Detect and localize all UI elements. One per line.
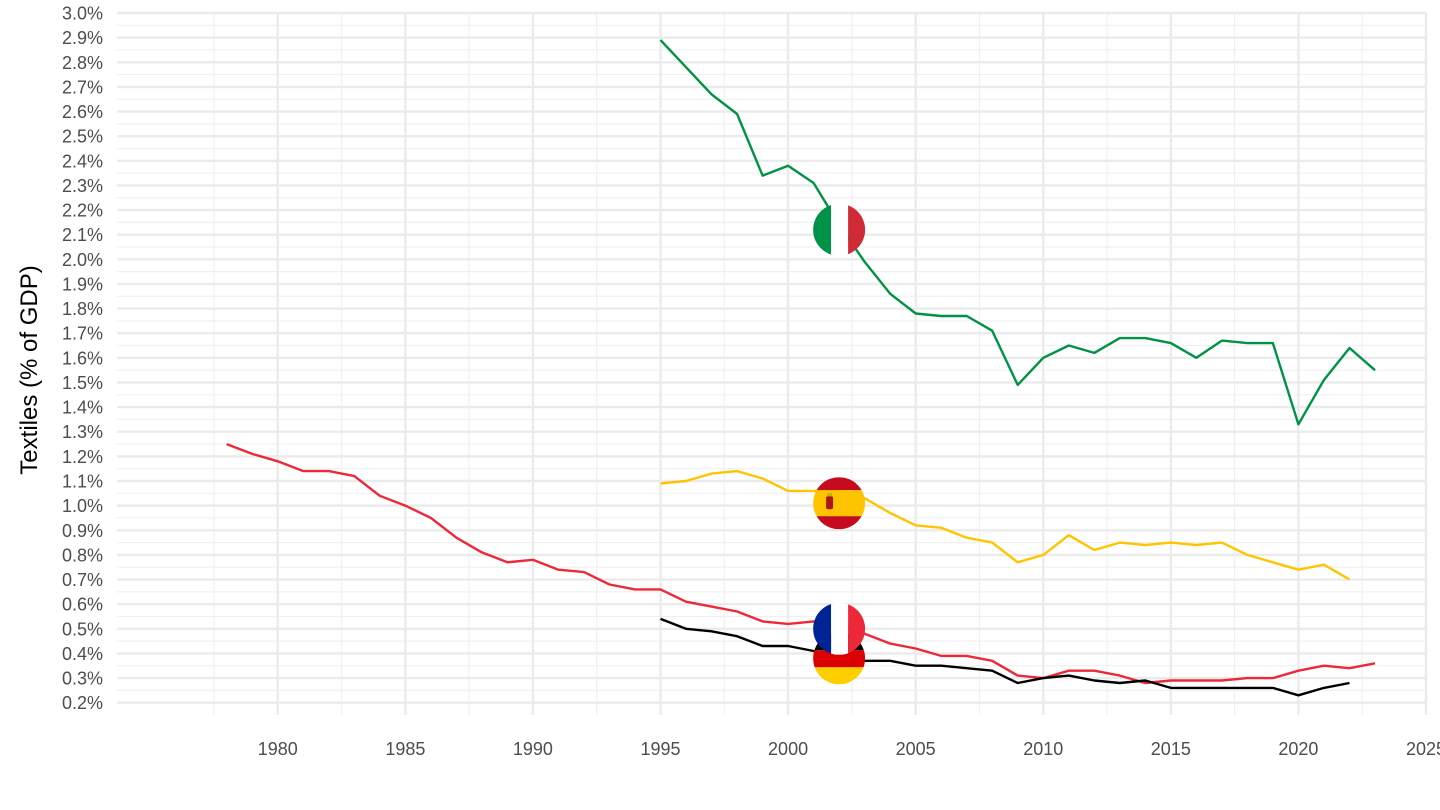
series-line-italy: [659, 39, 1376, 426]
y-tick-label: 2.3%: [62, 176, 103, 196]
y-tick-label: 1.8%: [62, 299, 103, 319]
x-tick-label: 1995: [640, 739, 680, 759]
series-lines: [226, 39, 1376, 697]
minor-gridlines: [117, 13, 1426, 715]
x-tick-label: 2020: [1278, 739, 1318, 759]
series-flags: [813, 203, 866, 685]
y-tick-label: 2.9%: [62, 28, 103, 48]
x-tick-label: 2000: [768, 739, 808, 759]
x-tick-label: 2010: [1023, 739, 1063, 759]
series-line-spain: [660, 469, 1351, 581]
series-line-germany: [660, 617, 1350, 697]
y-tick-label: 0.5%: [62, 619, 103, 639]
y-tick-label: 0.4%: [62, 644, 103, 664]
y-tick-label: 3.0%: [62, 4, 103, 24]
x-tick-label: 1980: [258, 739, 298, 759]
series-line-france: [226, 442, 1376, 685]
x-tick-label: 2005: [896, 739, 936, 759]
y-tick-label: 2.8%: [62, 53, 103, 73]
italy-flag-icon: [813, 203, 866, 256]
y-tick-label: 0.9%: [62, 521, 103, 541]
y-axis-title: Textiles (% of GDP): [16, 265, 43, 474]
y-axis-ticks: 0.2% 0.3% 0.4% 0.5% 0.6% 0.7% 0.8% 0.9% 1.0% 1.1%…: [62, 4, 103, 714]
y-tick-label: 0.2%: [62, 693, 103, 713]
y-tick-label: 1.0%: [62, 496, 103, 516]
y-tick-label: 2.1%: [62, 225, 103, 245]
y-tick-label: 0.8%: [62, 545, 103, 565]
y-tick-label: 2.6%: [62, 102, 103, 122]
x-tick-label: 1990: [513, 739, 553, 759]
major-gridlines: [117, 11, 1428, 715]
x-tick-label: 2015: [1151, 739, 1191, 759]
y-tick-label: 1.1%: [62, 472, 103, 492]
y-tick-label: 2.4%: [62, 151, 103, 171]
y-tick-label: 1.7%: [62, 324, 103, 344]
spain-flag-icon: [813, 477, 866, 530]
y-tick-label: 0.6%: [62, 595, 103, 615]
y-tick-label: 1.2%: [62, 447, 103, 467]
y-tick-label: 1.4%: [62, 398, 103, 418]
france-flag-icon: [813, 602, 866, 655]
y-tick-label: 0.3%: [62, 669, 103, 689]
y-tick-label: 1.5%: [62, 373, 103, 393]
y-tick-label: 2.0%: [62, 250, 103, 270]
y-tick-label: 2.7%: [62, 77, 103, 97]
y-tick-label: 1.3%: [62, 422, 103, 442]
y-tick-label: 1.9%: [62, 274, 103, 294]
x-tick-label: 2025: [1406, 739, 1440, 759]
y-tick-label: 2.2%: [62, 201, 103, 221]
x-axis-ticks: 1980 1985 1990 1995 2000 2005 2010 2015 2020 2025: [258, 739, 1440, 759]
y-tick-label: 2.5%: [62, 127, 103, 147]
y-tick-label: 0.7%: [62, 570, 103, 590]
x-tick-label: 1985: [385, 739, 425, 759]
y-tick-label: 1.6%: [62, 348, 103, 368]
